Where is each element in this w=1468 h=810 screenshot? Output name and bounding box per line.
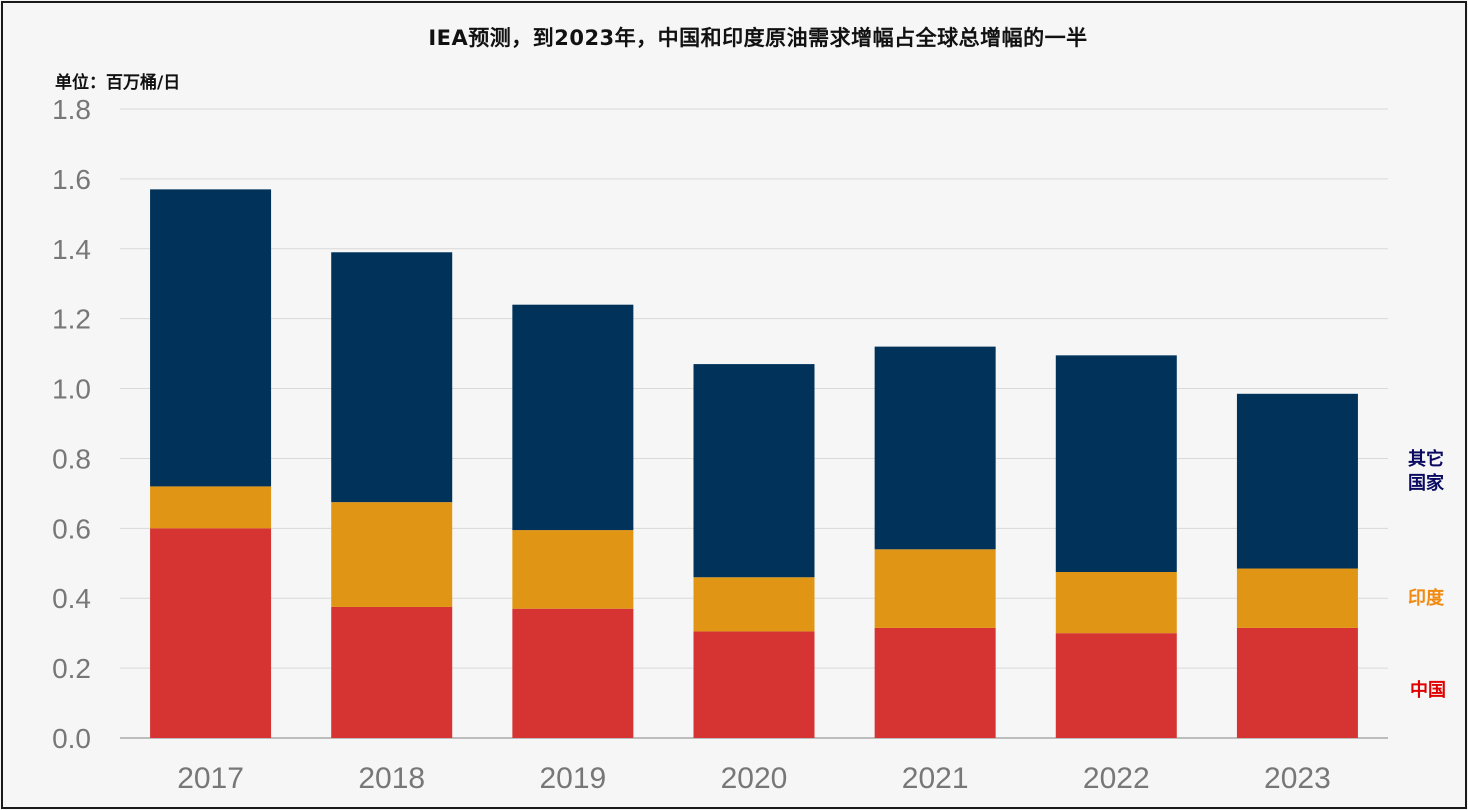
bar-segment-india — [331, 502, 453, 607]
bar-segment-india — [874, 549, 996, 628]
y-tick-label: 1.0 — [52, 374, 91, 405]
bar-segment-india — [693, 577, 815, 632]
y-tick-label: 0.2 — [52, 653, 91, 684]
x-tick-label: 2023 — [1264, 762, 1331, 795]
legend-label-others-line2: 国家 — [1408, 473, 1444, 494]
bar-segment-others — [331, 252, 453, 503]
y-tick-label: 1.4 — [52, 234, 91, 265]
bar-segment-others — [874, 346, 996, 550]
y-tick-label: 0.8 — [52, 443, 91, 474]
bar-segment-others — [512, 304, 634, 531]
legend-label-india: 印度 — [1408, 588, 1444, 609]
bar-segment-china — [693, 631, 815, 738]
y-tick-label: 0.0 — [52, 723, 91, 754]
unit-label: 单位：百万桶/日 — [55, 73, 181, 93]
bar-segment-india — [512, 530, 634, 609]
bar-segment-china — [512, 608, 634, 738]
bar-segment-china — [331, 606, 453, 738]
bar-segment-india — [1055, 572, 1177, 634]
bar-segment-others — [1055, 355, 1177, 573]
x-tick-label: 2018 — [358, 762, 425, 795]
x-tick-label: 2020 — [721, 762, 788, 795]
bar-segment-china — [1236, 627, 1358, 738]
bar-segment-india — [1236, 568, 1358, 628]
y-tick-label: 0.4 — [52, 583, 91, 614]
bar-segment-others — [150, 189, 272, 487]
chart-title: IEA预测，到2023年，中国和印度原油需求增幅占全球总增幅的一半 — [428, 26, 1088, 50]
bar-segment-china — [1055, 633, 1177, 738]
bar-segment-china — [874, 627, 996, 738]
legend-label-others-line1: 其它 — [1408, 449, 1444, 470]
bar-segment-others — [693, 364, 815, 578]
y-tick-label: 0.6 — [52, 513, 91, 544]
y-tick-label: 1.2 — [52, 304, 91, 335]
y-tick-label: 1.8 — [52, 94, 91, 125]
x-tick-label: 2022 — [1083, 762, 1150, 795]
bar-segment-china — [150, 528, 272, 738]
y-tick-label: 1.6 — [52, 164, 91, 195]
x-tick-label: 2021 — [902, 762, 969, 795]
bar-segment-india — [150, 486, 272, 529]
bar-segment-others — [1236, 393, 1358, 569]
x-tick-label: 2017 — [177, 762, 244, 795]
x-tick-label: 2019 — [539, 762, 606, 795]
legend-label-others: 其它 国家 — [1408, 448, 1444, 496]
legend-label-china: 中国 — [1410, 680, 1446, 701]
